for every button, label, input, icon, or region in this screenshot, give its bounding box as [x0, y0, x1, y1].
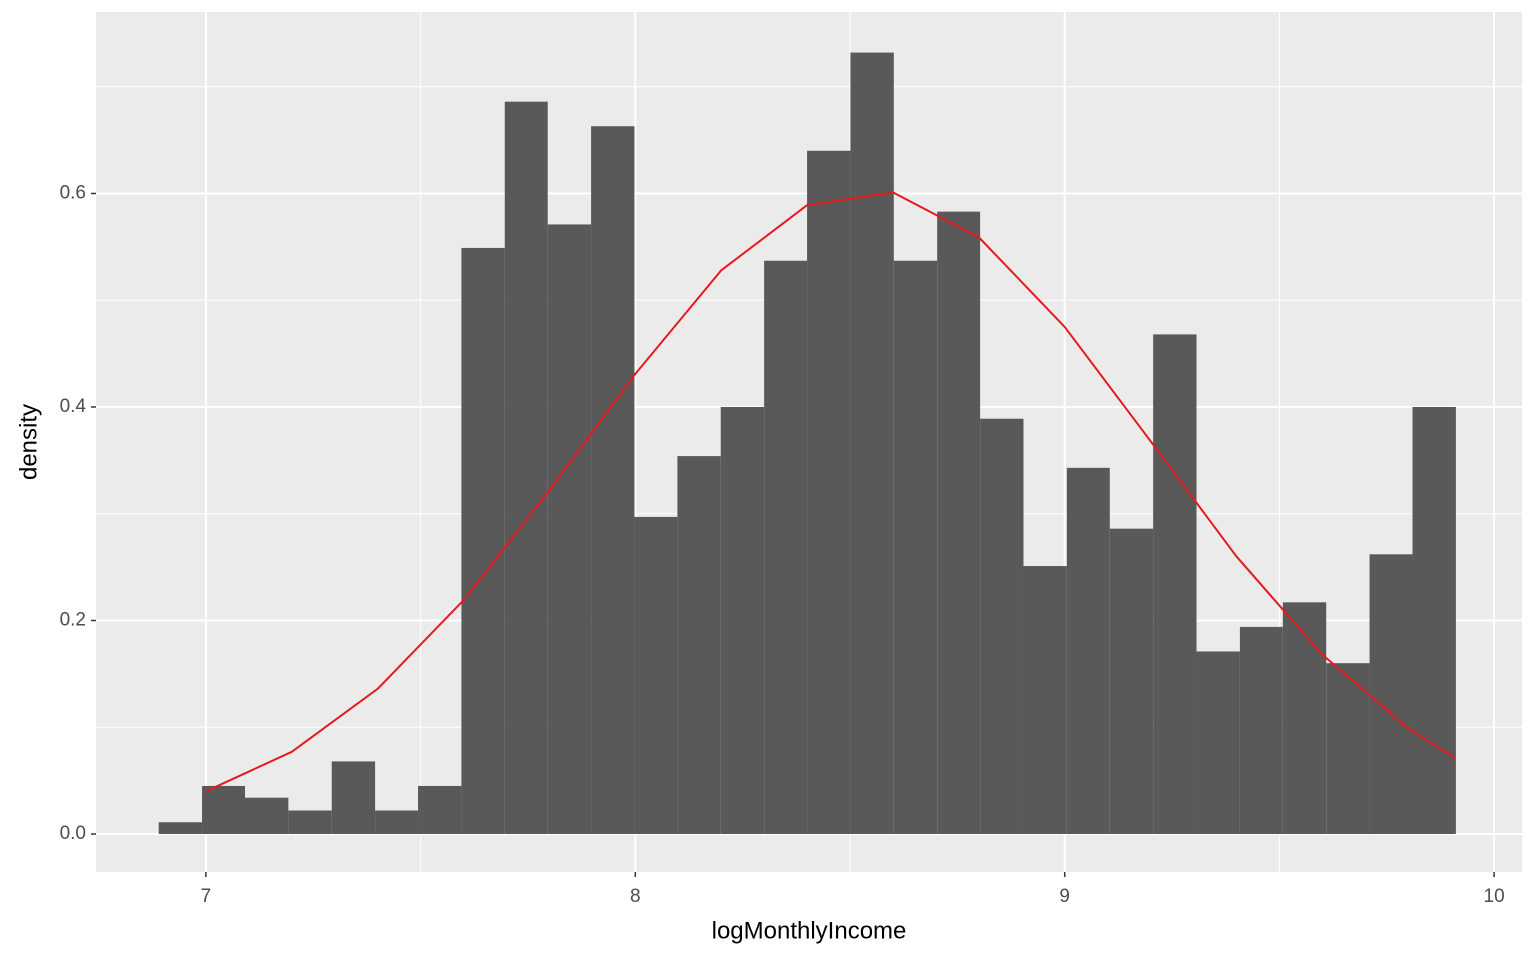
y-tick-label: 0.0 — [60, 823, 86, 844]
x-tick-label: 9 — [1059, 886, 1070, 907]
x-tick-label: 10 — [1484, 886, 1505, 907]
x-tick-label: 7 — [201, 886, 212, 907]
bar — [547, 224, 592, 834]
bar — [1369, 554, 1413, 834]
x-tick-label: 8 — [630, 886, 641, 907]
bar — [1023, 566, 1067, 834]
bar — [418, 785, 462, 834]
bar — [634, 516, 678, 834]
bar — [720, 406, 765, 834]
bar — [807, 150, 851, 834]
bar — [158, 822, 203, 834]
bar — [504, 101, 548, 834]
bar — [980, 418, 1024, 834]
y-tick-label: 0.2 — [60, 610, 86, 631]
bar — [331, 761, 376, 834]
bar — [244, 797, 289, 834]
bar — [461, 247, 505, 834]
bar — [288, 810, 332, 834]
bar — [1326, 663, 1370, 834]
bar — [1239, 626, 1283, 834]
x-axis-title: logMonthlyIncome — [712, 917, 907, 944]
bar — [591, 126, 635, 834]
bar — [764, 260, 808, 834]
bar — [1282, 602, 1327, 834]
bar — [1066, 467, 1110, 834]
y-tick-label: 0.4 — [60, 396, 87, 417]
bar — [202, 785, 245, 834]
bar — [1412, 406, 1456, 834]
bar — [1109, 528, 1154, 834]
density-line — [205, 191, 1456, 793]
bar — [1153, 334, 1197, 834]
y-tick-label: 0.6 — [60, 182, 86, 203]
bar — [375, 810, 419, 834]
bar — [1196, 651, 1240, 834]
bar — [893, 260, 938, 834]
bar — [937, 211, 981, 834]
bar — [677, 456, 721, 834]
bar — [850, 52, 894, 834]
y-axis-title: density — [15, 404, 42, 480]
